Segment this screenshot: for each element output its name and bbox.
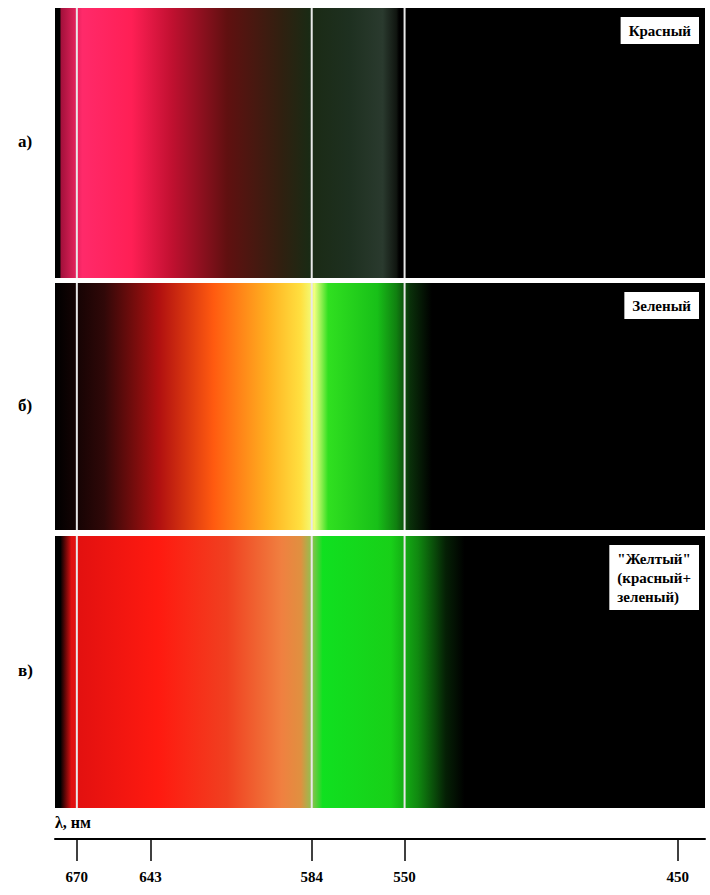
svg-text:450: 450: [666, 869, 689, 885]
svg-text:в): в): [18, 661, 33, 680]
svg-text:670: 670: [66, 869, 89, 885]
svg-text:Красный: Красный: [629, 23, 692, 39]
svg-text:584: 584: [300, 869, 323, 885]
svg-text:Зеленый: Зеленый: [632, 298, 691, 314]
svg-text:а): а): [18, 132, 32, 151]
svg-text:643: 643: [139, 869, 162, 885]
svg-text:зеленый): зеленый): [617, 589, 679, 606]
svg-text:"Желтый": "Желтый": [617, 551, 691, 567]
svg-text:550: 550: [393, 869, 416, 885]
svg-text:б): б): [18, 396, 32, 415]
svg-text:(красный+: (красный+: [617, 570, 691, 587]
svg-text:λ, нм: λ, нм: [55, 814, 91, 831]
